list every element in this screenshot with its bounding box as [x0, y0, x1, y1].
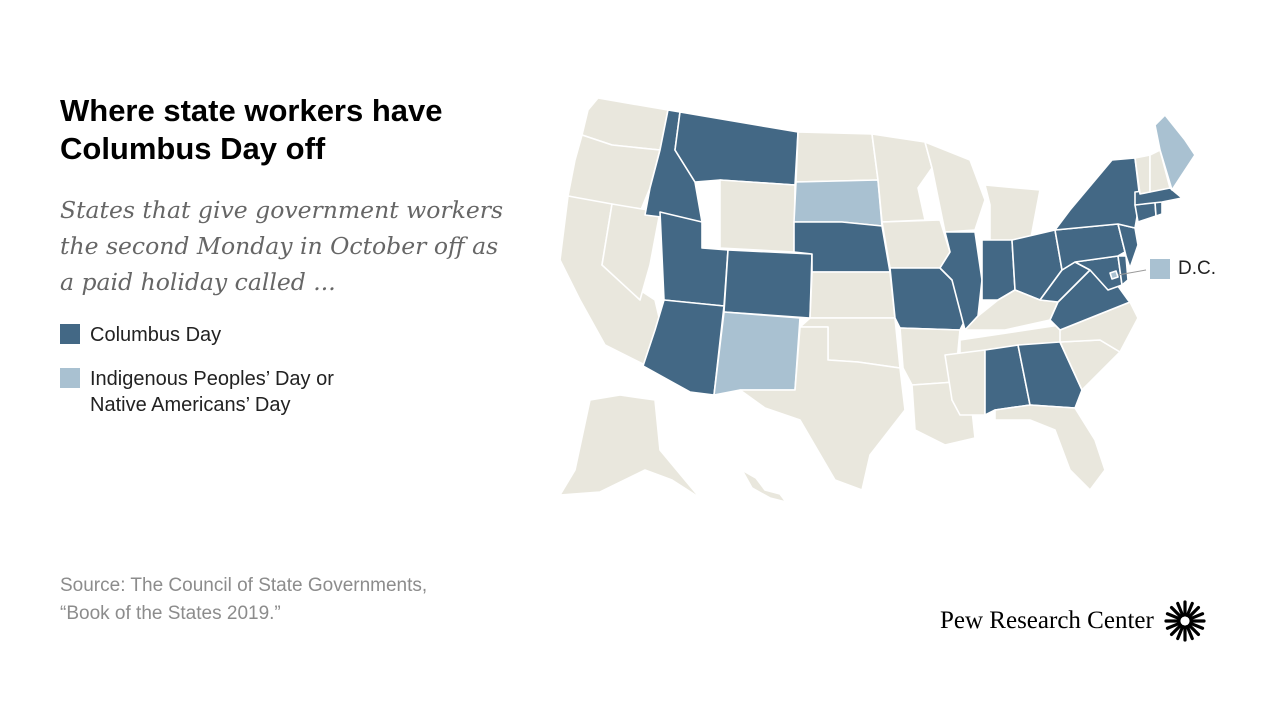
- starburst-ray: [1169, 623, 1183, 637]
- state-mt: [674, 111, 799, 186]
- legend-label-indigenous-peoples-day: Indigenous Peoples’ Day or Native Americ…: [90, 366, 334, 418]
- state-ny: [1054, 157, 1141, 231]
- state-or: [567, 134, 661, 213]
- state-ut: [659, 211, 729, 307]
- state-ga: [1017, 341, 1083, 409]
- state-nh: [1149, 149, 1171, 193]
- state-ri: [1154, 201, 1163, 217]
- starburst-ray: [1169, 605, 1183, 619]
- state-de: [1117, 255, 1129, 286]
- title-line-2: Columbus Day off: [60, 131, 326, 166]
- chart-title: Where state workers have Columbus Day of…: [60, 92, 520, 168]
- legend-label-line: Columbus Day: [90, 324, 222, 346]
- state-hi: [741, 469, 787, 503]
- state-dc: [1109, 270, 1119, 280]
- legend-swatch-columbus-day: [60, 324, 80, 344]
- pew-starburst-icon: [1164, 600, 1206, 642]
- brand: Pew Research Center: [940, 600, 1206, 642]
- legend-label-line: Native Americans’ Day: [90, 394, 291, 416]
- state-ak: [560, 394, 701, 499]
- state-mn: [871, 133, 933, 223]
- legend-item-columbus-day: Columbus Day: [60, 322, 221, 348]
- chart-subtitle: States that give government workers the …: [60, 192, 550, 300]
- state-sd: [793, 179, 883, 227]
- source-line-1: Source: The Council of State Governments…: [60, 575, 428, 596]
- starburst-ray: [1187, 623, 1200, 637]
- state-wi: [924, 141, 986, 233]
- starburst-ray: [1175, 624, 1185, 641]
- subtitle-line-3: a paid holiday called ...: [60, 268, 336, 296]
- starburst-ray: [1187, 605, 1200, 619]
- source-note: Source: The Council of State Governments…: [60, 572, 580, 628]
- dc-leader-line: [1117, 269, 1147, 276]
- state-nd: [795, 131, 879, 183]
- starburst-ray: [1185, 601, 1194, 618]
- subtitle-line-2: the second Monday in October off as: [60, 232, 499, 260]
- starburst-ray: [1165, 612, 1181, 621]
- state-co: [723, 249, 813, 319]
- legend-item-indigenous-peoples-day: Indigenous Peoples’ Day or Native Americ…: [60, 366, 334, 418]
- state-in: [981, 239, 1016, 301]
- starburst-ray: [1165, 621, 1181, 630]
- brand-name: Pew Research Center: [940, 607, 1154, 634]
- dc-callout: D.C.: [1150, 258, 1216, 280]
- state-ks: [809, 271, 896, 319]
- title-line-1: Where state workers have: [60, 93, 443, 128]
- state-wy: [719, 179, 796, 253]
- dc-swatch: [1150, 259, 1170, 279]
- us-states-map: [560, 97, 1196, 503]
- state-fl: [994, 404, 1106, 491]
- state-ms: [944, 349, 986, 416]
- dc-label: D.C.: [1178, 258, 1216, 279]
- state-mi: [984, 184, 1041, 244]
- starburst-ray: [1188, 621, 1204, 630]
- legend-label-columbus-day: Columbus Day: [90, 322, 221, 348]
- starburst-ray: [1175, 601, 1185, 618]
- state-nm: [713, 311, 801, 396]
- starburst-ray: [1185, 624, 1194, 641]
- starburst-ray: [1188, 612, 1204, 621]
- state-me: [1154, 114, 1196, 191]
- source-line-2: “Book of the States 2019.”: [60, 603, 281, 624]
- subtitle-line-1: States that give government workers: [60, 196, 504, 224]
- legend-label-line: Indigenous Peoples’ Day or: [90, 368, 334, 390]
- state-tx: [739, 326, 906, 491]
- legend-swatch-indigenous-peoples-day: [60, 368, 80, 388]
- state-ia: [881, 219, 951, 269]
